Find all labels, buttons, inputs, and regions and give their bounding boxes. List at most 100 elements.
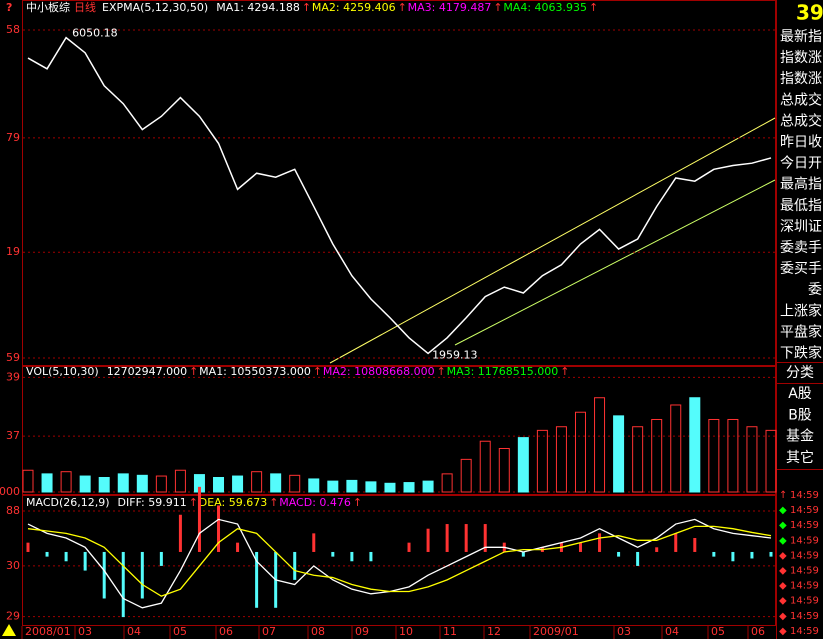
macd-bar <box>617 551 621 557</box>
y-tick-label: 29 <box>6 610 20 623</box>
macd-bar <box>102 551 106 599</box>
volume-bar <box>517 437 529 493</box>
period-label: 日线 <box>74 0 96 14</box>
legend-arrow: ↑ <box>269 496 278 509</box>
tick-time: 14:59 <box>790 535 819 546</box>
tick-marker: ◆ <box>779 520 787 531</box>
x-tick-label: 07 <box>262 625 276 638</box>
volume-bar <box>555 426 567 493</box>
volume-bar <box>155 475 167 493</box>
chart-title: 中小板综 <box>26 0 70 14</box>
x-tick-label: 05 <box>711 625 725 638</box>
macd-bar <box>445 524 449 552</box>
tick-marker: ◆ <box>779 535 787 546</box>
legend-arrow: ↑ <box>189 365 198 378</box>
macd-bar <box>26 542 30 552</box>
macd-bar <box>521 551 525 557</box>
tick-time: 14:59 <box>790 550 819 561</box>
macd-bar <box>369 551 373 562</box>
volume-bar <box>98 476 110 493</box>
macd-bar <box>769 551 773 557</box>
field-label: 上涨家 <box>780 302 822 319</box>
volume-bar <box>708 418 720 493</box>
field-label: 委 <box>808 282 822 298</box>
category-tab[interactable]: B股 <box>788 407 812 423</box>
category-tab[interactable]: A股 <box>788 386 812 402</box>
legend-entry: MA1: 4294.188 <box>216 1 300 14</box>
volume-bar <box>365 481 377 493</box>
field-label: 昨日收 <box>780 135 822 151</box>
annotation: 1959.13 <box>432 348 478 361</box>
frames <box>22 0 823 639</box>
macd-bar <box>197 486 201 552</box>
legend-entry: MACD: 0.476 <box>279 496 351 509</box>
volume-bar <box>270 473 282 493</box>
legend-entry: MA3: 4179.487 <box>408 1 492 14</box>
volume-bar <box>251 471 263 493</box>
tick-time: 14:59 <box>790 596 819 607</box>
macd-bar <box>64 551 68 562</box>
field-label: 最新指 <box>780 29 822 45</box>
tick-marker: ◆ <box>779 581 787 592</box>
legend-entry: VOL(5,10,30) <box>26 365 99 378</box>
x-tick-label: 10 <box>399 625 413 638</box>
legend-arrow: ↑ <box>493 1 502 14</box>
price-line <box>27 36 772 355</box>
volume-bar <box>441 473 453 493</box>
volume-bar <box>422 480 434 493</box>
volume-bar <box>174 469 186 493</box>
x-tick-label: 11 <box>443 625 457 638</box>
volume-bar <box>79 475 91 493</box>
annotation: 6050.18 <box>72 27 118 40</box>
volume-bar <box>117 473 129 493</box>
volume-bar <box>22 469 34 493</box>
x-tick-label: 08 <box>311 625 325 638</box>
volume-bar <box>308 478 320 493</box>
y-tick-label: 39 <box>6 370 20 383</box>
legend-entry: MA2: 4259.406 <box>312 1 396 14</box>
volume-bar <box>536 429 548 493</box>
volume-bar <box>651 418 663 493</box>
legend-arrow: ↑ <box>589 1 598 14</box>
x-tick-label: 03 <box>78 625 92 638</box>
tick-time: 14:59 <box>790 505 819 516</box>
volume-bar <box>60 471 72 493</box>
field-label: 指数涨 <box>780 50 822 66</box>
field-label: 总成交 <box>780 91 822 108</box>
legend-entry: MA3: 11768515.000 <box>447 365 559 378</box>
x-tick-label: 06 <box>219 625 233 638</box>
category-tab[interactable]: 其它 <box>786 449 814 466</box>
x-tick-label: 2009/01 <box>533 625 579 638</box>
macd-bar <box>45 551 49 557</box>
macd-bar <box>578 542 582 552</box>
tab-label[interactable]: 分类 <box>786 365 814 381</box>
volume-bar <box>594 397 606 493</box>
volume-bar <box>727 418 739 493</box>
macd-bar <box>464 524 468 552</box>
legend-entry: 12702947.000 <box>107 365 187 378</box>
legend-arrow: ↑ <box>437 365 446 378</box>
macd-bar <box>426 528 430 552</box>
x-tick-label: 04 <box>665 625 679 638</box>
field-label: 总成交 <box>780 112 822 129</box>
volume-bar <box>346 479 358 493</box>
legend-arrow: ↑ <box>313 365 322 378</box>
macd-bar <box>255 551 259 608</box>
macd-line <box>27 525 772 597</box>
category-tab[interactable]: 基金 <box>786 428 814 445</box>
macd-bar <box>636 551 640 566</box>
channel-line <box>329 117 776 364</box>
warning-icon[interactable] <box>2 624 16 636</box>
macd-frame <box>22 495 776 626</box>
help-icon[interactable]: ? <box>6 1 12 14</box>
volume-bar <box>289 474 301 493</box>
volume-bar <box>613 415 625 493</box>
field-label: 深圳证 <box>780 219 822 235</box>
volume-bar <box>498 447 510 493</box>
tick-time: 14:59 <box>790 611 819 622</box>
volume-bar <box>403 482 415 493</box>
macd-bar <box>407 542 411 552</box>
y-tick-label: 58 <box>6 23 20 36</box>
legend-entry: MA2: 10808668.000 <box>323 365 435 378</box>
volume-bar <box>327 480 339 493</box>
